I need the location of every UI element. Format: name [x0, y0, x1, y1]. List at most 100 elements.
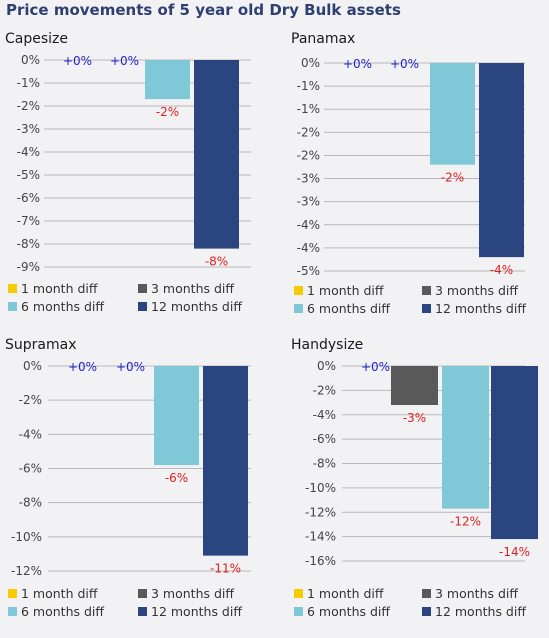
legend-swatch-12-months-diff: [422, 607, 431, 616]
data-label: -8%: [205, 255, 228, 269]
legend-label-6-months-diff: 6 months diff: [21, 604, 104, 619]
data-label: -2%: [156, 105, 179, 119]
handysize-title: Handysize: [291, 337, 363, 353]
data-label: -6%: [165, 471, 188, 485]
y-tick-label: -16%: [305, 554, 336, 568]
legend-label-1-month-diff: 1 month diff: [21, 586, 98, 601]
data-label: -3%: [403, 411, 426, 425]
y-tick-label: -5%: [17, 168, 40, 182]
legend-swatch-1-month-diff: [294, 589, 303, 598]
y-tick-label: -3%: [297, 172, 320, 186]
y-tick-label: -14%: [305, 530, 336, 544]
legend-swatch-1-month-diff: [294, 286, 303, 295]
legend-label-12-months-diff: 12 months diff: [435, 301, 526, 316]
legend-swatch-12-months-diff: [138, 302, 147, 311]
supramax-title: Supramax: [5, 337, 76, 353]
bar-12-months-diff: [194, 60, 239, 249]
bar-6-months-diff: [145, 60, 190, 100]
data-label: +0%: [116, 360, 145, 374]
legend-swatch-12-months-diff: [138, 607, 147, 616]
y-tick-label: -2%: [17, 99, 40, 113]
data-label: -14%: [499, 545, 530, 559]
data-label: +0%: [390, 57, 419, 71]
y-tick-label: -1%: [297, 79, 320, 93]
capesize-chart: Capesize 0% -1% -2% -3% -4% -5% -6% -7% -8% -9% +0%…: [5, 31, 251, 314]
page-title: Price movements of 5 year old Dry Bulk a…: [6, 1, 401, 19]
legend-label-1-month-diff: 1 month diff: [307, 283, 384, 298]
data-label: -2%: [441, 171, 464, 185]
data-label: +0%: [63, 54, 92, 68]
legend-swatch-1-month-diff: [8, 284, 17, 293]
y-tick-label: -6%: [19, 462, 42, 476]
y-tick-label: -4%: [297, 241, 320, 255]
legend-label-3-months-diff: 3 months diff: [151, 281, 234, 296]
legend-swatch-3-months-diff: [138, 589, 147, 598]
y-tick-label: -2%: [297, 148, 320, 162]
data-label: -4%: [490, 263, 513, 277]
legend-swatch-1-month-diff: [8, 589, 17, 598]
y-tick-label: -2%: [297, 125, 320, 139]
legend-swatch-3-months-diff: [138, 284, 147, 293]
panamax-chart: Panamax 0% -1% -1% -2% -2% -3% -3% -4% -4% -5% +0% +…: [291, 31, 526, 316]
y-tick-label: -8%: [17, 237, 40, 251]
capesize-title: Capesize: [5, 31, 68, 47]
y-tick-label: -2%: [313, 383, 336, 397]
legend-swatch-6-months-diff: [294, 304, 303, 313]
y-tick-label: -7%: [17, 214, 40, 228]
y-tick-label: -3%: [17, 122, 40, 136]
data-label: +0%: [68, 360, 97, 374]
legend-label-3-months-diff: 3 months diff: [435, 586, 518, 601]
y-tick-label: -10%: [305, 481, 336, 495]
bar-3-months-diff: [391, 366, 438, 405]
y-tick-label: -2%: [19, 393, 42, 407]
y-tick-label: -6%: [313, 432, 336, 446]
y-tick-label: 0%: [21, 53, 40, 67]
y-tick-label: -4%: [313, 408, 336, 422]
handysize-chart: Handysize 0% -2% -4% -6% -8% -10% -12% -14% -16% +…: [291, 337, 538, 619]
y-tick-label: -1%: [17, 76, 40, 90]
y-tick-label: -8%: [19, 496, 42, 510]
legend-swatch-12-months-diff: [422, 304, 431, 313]
panamax-title: Panamax: [291, 31, 355, 47]
legend-label-6-months-diff: 6 months diff: [307, 604, 390, 619]
bar-6-months-diff: [154, 366, 199, 466]
legend-label-1-month-diff: 1 month diff: [21, 281, 98, 296]
y-tick-label: -10%: [11, 530, 42, 544]
y-tick-label: -12%: [11, 564, 42, 578]
legend-label-12-months-diff: 12 months diff: [151, 604, 242, 619]
supramax-chart: Supramax 0% -2% -4% -6% -8% -10% -12% +0% +0% -6% -…: [5, 337, 251, 619]
legend-swatch-6-months-diff: [8, 607, 17, 616]
y-tick-label: -9%: [17, 260, 40, 274]
bar-6-months-diff: [430, 63, 475, 165]
legend-swatch-6-months-diff: [8, 302, 17, 311]
bar-6-months-diff: [442, 366, 489, 509]
y-tick-label: -4%: [297, 218, 320, 232]
y-tick-label: 0%: [301, 56, 320, 70]
y-tick-label: -4%: [19, 427, 42, 441]
y-tick-label: -1%: [297, 102, 320, 116]
legend-label-6-months-diff: 6 months diff: [21, 299, 104, 314]
data-label: -12%: [450, 515, 481, 529]
y-tick-label: 0%: [23, 359, 42, 373]
legend-swatch-3-months-diff: [422, 286, 431, 295]
y-tick-label: -4%: [17, 145, 40, 159]
legend-label-3-months-diff: 3 months diff: [151, 586, 234, 601]
legend-label-3-months-diff: 3 months diff: [435, 283, 518, 298]
bar-12-months-diff: [479, 63, 524, 258]
y-tick-label: 0%: [317, 359, 336, 373]
legend-label-12-months-diff: 12 months diff: [435, 604, 526, 619]
legend-label-12-months-diff: 12 months diff: [151, 299, 242, 314]
bar-12-months-diff: [203, 366, 248, 556]
y-tick-label: -3%: [297, 195, 320, 209]
y-tick-label: -12%: [305, 505, 336, 519]
y-tick-label: -5%: [297, 264, 320, 278]
y-tick-label: -8%: [313, 457, 336, 471]
legend-swatch-3-months-diff: [422, 589, 431, 598]
y-tick-label: -6%: [17, 191, 40, 205]
legend-swatch-6-months-diff: [294, 607, 303, 616]
data-label: +0%: [343, 57, 372, 71]
bar-12-months-diff: [491, 366, 538, 540]
data-label: +0%: [110, 54, 139, 68]
data-label: +0%: [361, 360, 390, 374]
legend-label-6-months-diff: 6 months diff: [307, 301, 390, 316]
